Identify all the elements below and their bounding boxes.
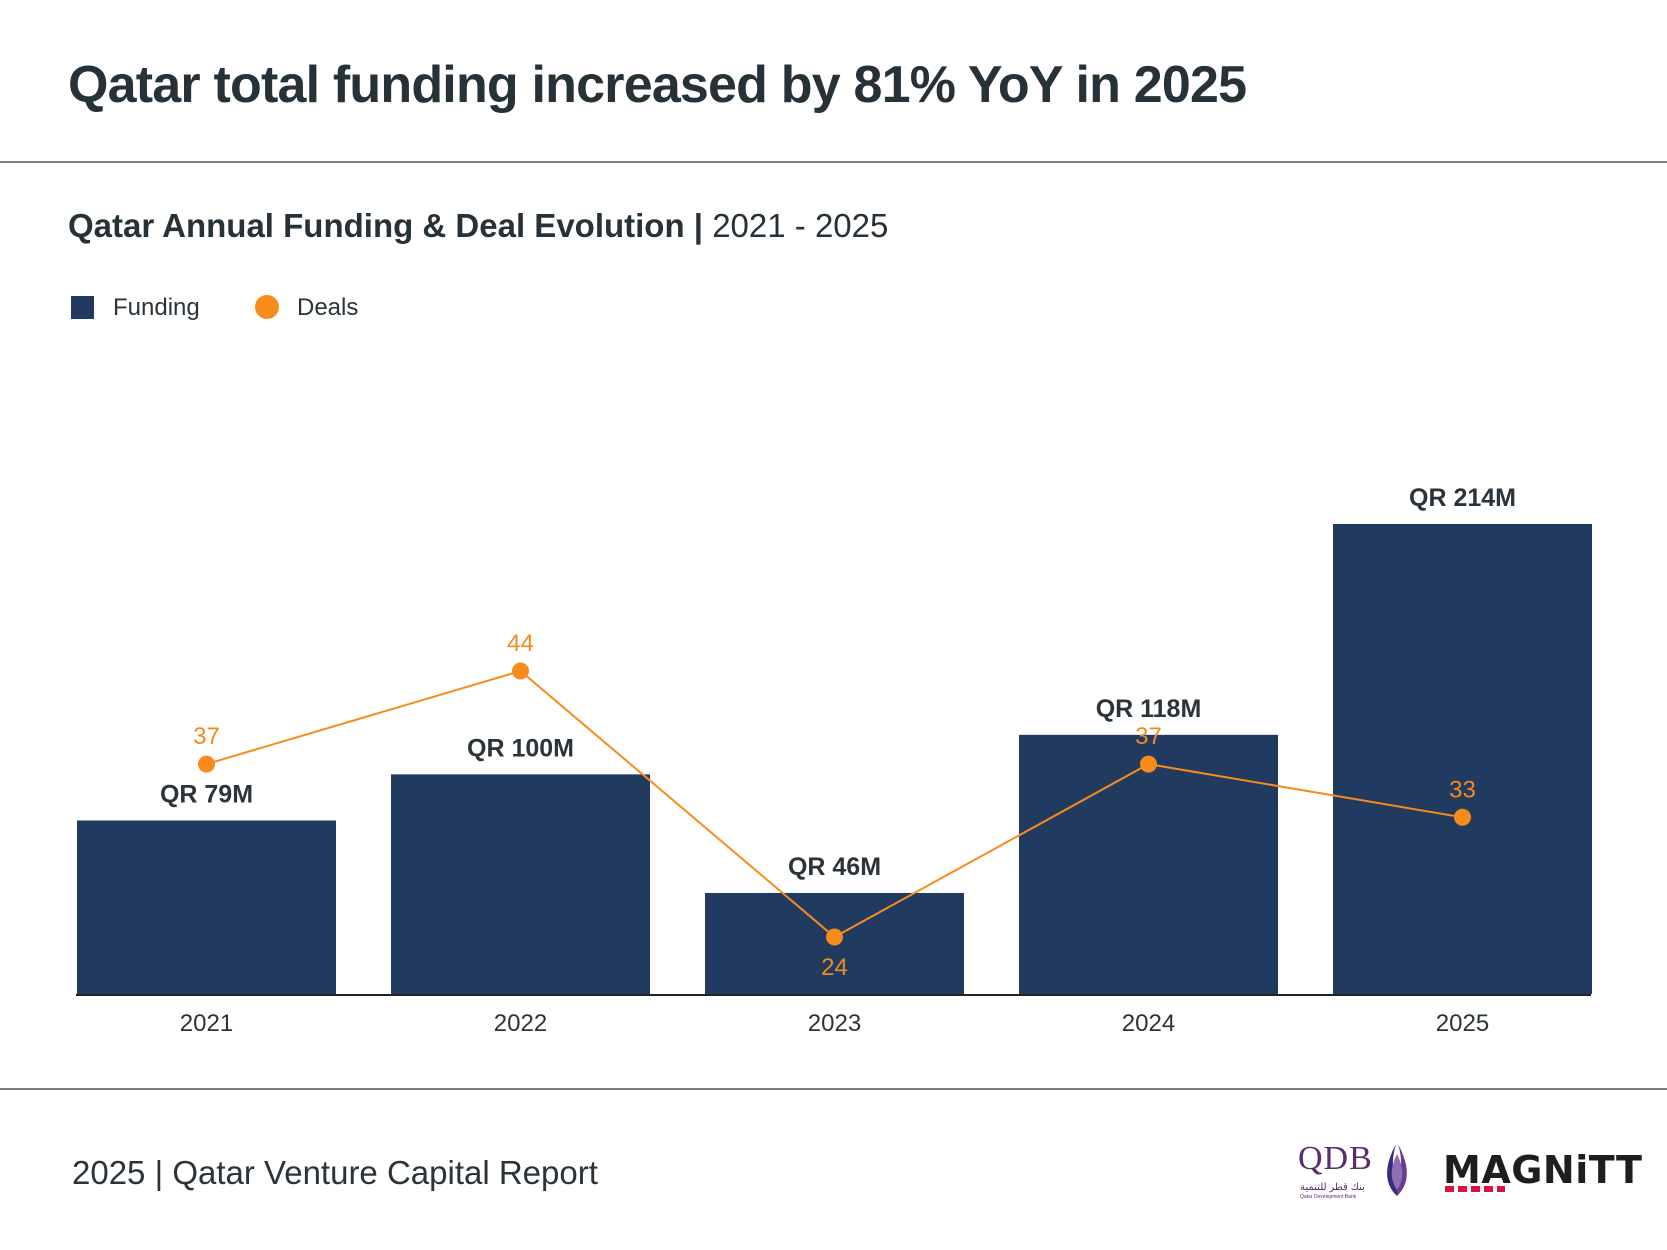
qdb-flame-icon [1387, 1144, 1407, 1196]
funding-data-label: QR 100M [467, 734, 574, 762]
deals-point [1454, 808, 1471, 826]
funding-bar [1019, 734, 1278, 994]
chart-title: Qatar Annual Funding & Deal Evolution | … [68, 207, 888, 245]
funding-data-label: QR 214M [1409, 484, 1516, 512]
deals-data-label: 24 [821, 954, 848, 981]
funding-data-label: QR 46M [788, 853, 881, 881]
deals-point [826, 928, 843, 946]
x-tick-label: 2025 [1436, 1010, 1489, 1037]
x-tick-label: 2024 [1122, 1010, 1175, 1037]
qdb-logo-english: Qatar Development Bank [1300, 1194, 1357, 1200]
legend-label-deals: Deals [297, 294, 359, 321]
qdb-logo-mark: QDB [1298, 1140, 1373, 1177]
deals-data-label: 37 [1135, 723, 1162, 750]
qdb-logo: QDB بنك قطر للتنمية Qatar Development Ba… [1298, 1140, 1418, 1204]
chart-title-bold: Qatar Annual Funding & Deal Evolution | [68, 207, 704, 244]
header-divider [0, 161, 1667, 163]
x-tick-label: 2023 [808, 1010, 861, 1037]
footer-divider [0, 1088, 1667, 1090]
magnitt-logo-mark: MAGNiTT [1443, 1148, 1643, 1192]
funding-bar [391, 774, 650, 994]
deals-point [1140, 755, 1157, 773]
funding-bar [1333, 524, 1592, 994]
x-tick-label: 2022 [494, 1010, 547, 1037]
page-headline: Qatar total funding increased by 81% YoY… [68, 56, 1247, 114]
funding-bar [77, 820, 336, 994]
qdb-logo-arabic: بنك قطر للتنمية [1300, 1182, 1365, 1193]
deals-point [512, 662, 529, 680]
funding-deals-chart: QR 79M QR 100M QR 46M QR 118M QR 214M 2021 202… [76, 484, 1592, 1037]
funding-data-label: QR 118M [1096, 695, 1202, 723]
x-tick-label: 2021 [180, 1010, 233, 1037]
deals-swatch [255, 295, 279, 319]
magnitt-logo-dots [1445, 1186, 1505, 1192]
magnitt-logo: MAGNiTT [1443, 1148, 1642, 1198]
funding-data-label: QR 79M [160, 780, 253, 808]
deals-data-label: 33 [1449, 776, 1476, 803]
deals-data-label: 37 [193, 723, 220, 750]
chart-title-range: 2021 - 2025 [703, 207, 889, 244]
funding-swatch [71, 296, 94, 319]
deals-data-label: 44 [507, 630, 534, 657]
deals-point [198, 755, 215, 773]
report-footer-title: 2025 | Qatar Venture Capital Report [72, 1154, 598, 1191]
legend-label-funding: Funding [113, 294, 200, 321]
